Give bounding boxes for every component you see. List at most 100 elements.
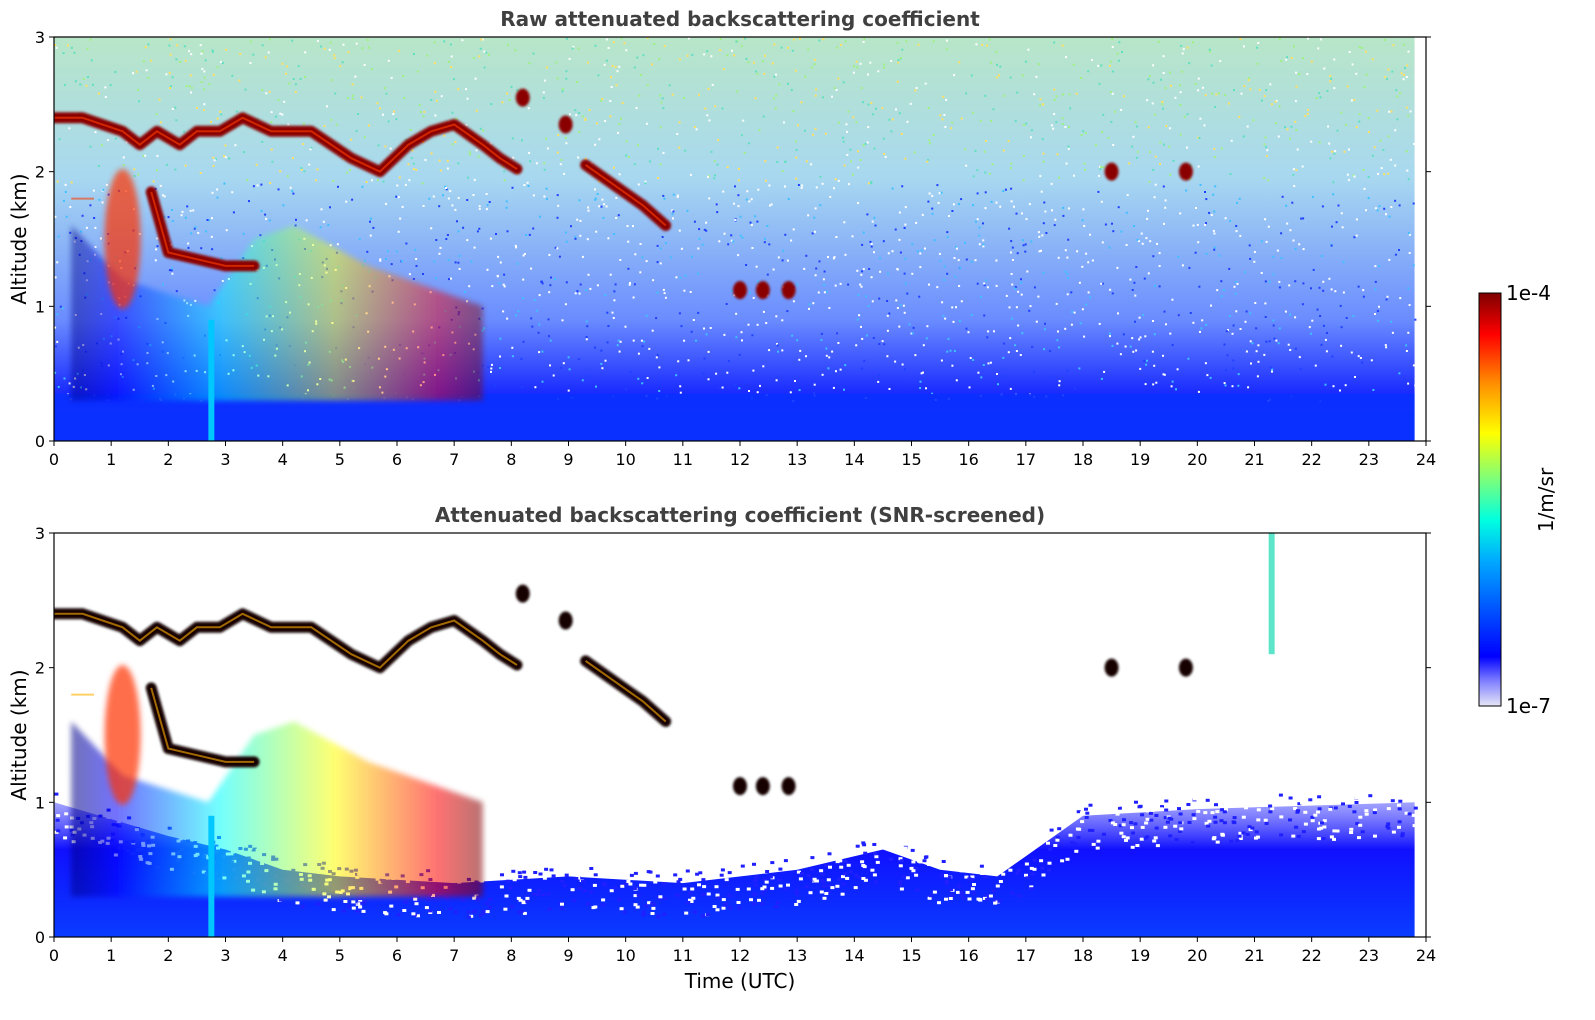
- x-tick-label: 8: [506, 946, 516, 965]
- x-axis-label: Time (UTC): [684, 969, 796, 993]
- x-tick-label: 11: [673, 450, 693, 469]
- cloud-layer-edge: [585, 164, 667, 227]
- y-tick-label: 1: [35, 793, 45, 812]
- x-tick-label: 15: [901, 946, 921, 965]
- cloud-patch: [733, 281, 747, 300]
- x-tick-label: 8: [506, 450, 516, 469]
- x-tick-label: 4: [278, 450, 288, 469]
- x-tick-label: 4: [278, 946, 288, 965]
- y-axis-label: Altitude (km): [7, 669, 31, 800]
- y-tick-label: 0: [35, 928, 45, 947]
- x-tick-label: 24: [1416, 450, 1436, 469]
- cloud-layer-edge: [150, 191, 255, 267]
- colorbar-unit-label: 1/m/sr: [1534, 467, 1558, 532]
- x-tick-label: 14: [844, 946, 864, 965]
- cloud-layer: [145, 682, 260, 768]
- cloud-patch: [558, 611, 573, 630]
- x-tick-label: 6: [392, 946, 402, 965]
- x-tick-label: 1: [106, 450, 116, 469]
- cloud-patch: [781, 777, 796, 796]
- cloud-patch: [781, 281, 796, 300]
- aerosol-core: [104, 169, 141, 309]
- x-tick-label: 2: [163, 450, 173, 469]
- x-tick-label: 7: [449, 946, 459, 965]
- x-tick-label: 18: [1073, 450, 1093, 469]
- x-tick-label: 2: [163, 946, 173, 965]
- y-tick-label: 2: [35, 659, 45, 678]
- x-tick-label: 23: [1359, 946, 1379, 965]
- x-tick-label: 18: [1073, 946, 1093, 965]
- cloud-patch: [1178, 658, 1193, 677]
- aerosol-core: [104, 665, 141, 805]
- x-axis: 0 1 2 3 4 5 6 7 8 9 10 11 12 13 14 15 16 17 18 19 20 21 22 23 24: [49, 937, 1436, 965]
- y-axis-label: Altitude (km): [7, 173, 31, 304]
- cloud-patch: [755, 281, 770, 300]
- x-tick-label: 0: [49, 450, 59, 469]
- x-tick-label: 9: [563, 450, 573, 469]
- plot-area: [54, 37, 1417, 441]
- x-tick-label: 1: [106, 946, 116, 965]
- x-axis: 0 1 2 3 4 5 6 7 8 9 10 11 12 13 14 15 16 17 18 19 20 21 22 23 24: [49, 441, 1436, 469]
- y-tick-label: 2: [35, 163, 45, 182]
- cloud-layer-edge: [585, 660, 667, 723]
- cloud-layer-edge: [54, 116, 518, 173]
- x-tick-label: 6: [392, 450, 402, 469]
- x-tick-label: 20: [1187, 946, 1207, 965]
- colorbar-min-label: 1e-7: [1506, 694, 1551, 718]
- x-tick-label: 24: [1416, 946, 1436, 965]
- y-axis: 0 1 2 3: [35, 524, 1431, 947]
- colorbar-max-label: 1e-4: [1506, 281, 1551, 305]
- panel-title: Raw attenuated backscattering coefficien…: [500, 7, 980, 31]
- y-tick-label: 3: [35, 28, 45, 47]
- cloud-patch: [1104, 658, 1119, 677]
- y-axis: 0 1 2 3: [35, 28, 1431, 451]
- cloud-patch: [515, 584, 530, 603]
- x-tick-label: 13: [787, 450, 807, 469]
- x-tick-label: 22: [1301, 946, 1321, 965]
- aerosol-column: [208, 319, 215, 441]
- cloud-patch: [515, 88, 530, 107]
- cloud-patch: [1104, 162, 1119, 181]
- cloud-patch: [558, 115, 573, 134]
- x-tick-label: 12: [730, 946, 750, 965]
- x-tick-label: 19: [1130, 450, 1150, 469]
- x-tick-label: 10: [615, 450, 635, 469]
- x-tick-label: 3: [220, 450, 230, 469]
- x-tick-label: 13: [787, 946, 807, 965]
- y-tick-label: 1: [35, 297, 45, 316]
- cloud-patch: [733, 777, 747, 796]
- panel-screened: Attenuated backscattering coefficient (S…: [7, 503, 1436, 993]
- x-tick-label: 17: [1016, 450, 1036, 469]
- x-tick-label: 19: [1130, 946, 1150, 965]
- aerosol-column: [208, 815, 215, 937]
- x-tick-label: 16: [958, 450, 978, 469]
- boundary-layer: [54, 393, 1415, 441]
- x-tick-label: 16: [958, 946, 978, 965]
- panel-title: Attenuated backscattering coefficient (S…: [435, 503, 1045, 527]
- x-tick-label: 7: [449, 450, 459, 469]
- x-tick-label: 22: [1301, 450, 1321, 469]
- y-tick-label: 3: [35, 524, 45, 543]
- aerosol-plume: [71, 721, 483, 897]
- x-tick-label: 20: [1187, 450, 1207, 469]
- x-tick-label: 12: [730, 450, 750, 469]
- panel-raw: Raw attenuated backscattering coefficien…: [7, 7, 1436, 469]
- x-tick-label: 17: [1016, 946, 1036, 965]
- plot-area: [54, 533, 1418, 937]
- x-tick-label: 5: [335, 450, 345, 469]
- y-tick-label: 0: [35, 432, 45, 451]
- x-tick-label: 5: [335, 946, 345, 965]
- colorbar-gradient: [1478, 292, 1502, 707]
- aerosol-plume: [71, 225, 483, 401]
- cloud-patch: [1178, 162, 1193, 181]
- cloud-patch: [755, 777, 770, 796]
- x-tick-label: 11: [673, 946, 693, 965]
- x-tick-label: 3: [220, 946, 230, 965]
- x-tick-label: 0: [49, 946, 59, 965]
- cloud-layer-edge: [150, 687, 255, 763]
- x-tick-label: 9: [563, 946, 573, 965]
- x-tick-label: 23: [1359, 450, 1379, 469]
- x-tick-label: 21: [1244, 946, 1264, 965]
- boundary-layer: [54, 802, 1415, 937]
